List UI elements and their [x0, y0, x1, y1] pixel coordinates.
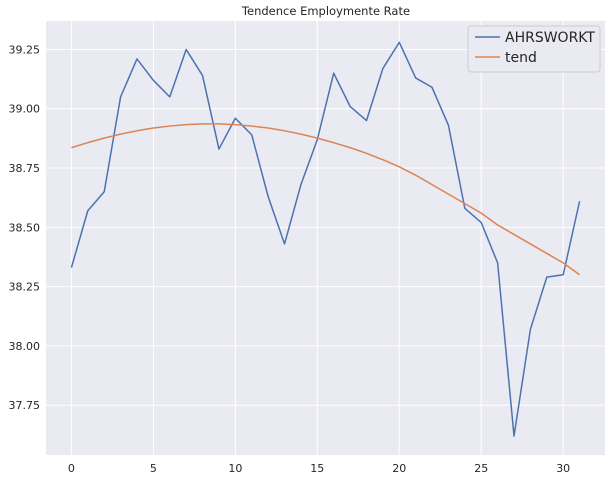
series-lines — [70, 41, 581, 437]
y-tick-label: 38.25 — [9, 281, 41, 294]
y-axis-ticks: 37.75 38.00 38.25 38.50 38.75 39.00 39.25 — [9, 43, 41, 412]
x-axis-ticks: 0 5 10 15 20 25 30 — [68, 462, 570, 475]
grid-lines — [46, 21, 605, 455]
x-tick-label: 20 — [392, 462, 406, 475]
y-tick-label: 39.25 — [9, 43, 41, 56]
x-tick-label: 0 — [68, 462, 75, 475]
x-tick-label: 15 — [310, 462, 324, 475]
y-tick-label: 38.00 — [9, 340, 41, 353]
y-tick-label: 38.75 — [9, 162, 41, 175]
x-tick-label: 30 — [556, 462, 570, 475]
plot-area — [46, 21, 605, 455]
y-tick-label: 37.75 — [9, 399, 41, 412]
series-line-tend — [71, 123, 581, 276]
x-tick-label: 5 — [150, 462, 157, 475]
series-line-ahrsworkt — [70, 41, 581, 437]
x-tick-label: 10 — [228, 462, 242, 475]
legend-box — [467, 25, 601, 73]
legend: AHRSWORKT tend — [467, 25, 601, 73]
x-tick-label: 25 — [474, 462, 488, 475]
chart-title: Tendence Employmente Rate — [241, 4, 410, 18]
legend-label-ahrsworkt: AHRSWORKT — [505, 30, 595, 46]
y-tick-label: 39.00 — [9, 103, 41, 116]
y-tick-label: 38.50 — [9, 221, 41, 234]
legend-label-tend: tend — [505, 50, 537, 66]
